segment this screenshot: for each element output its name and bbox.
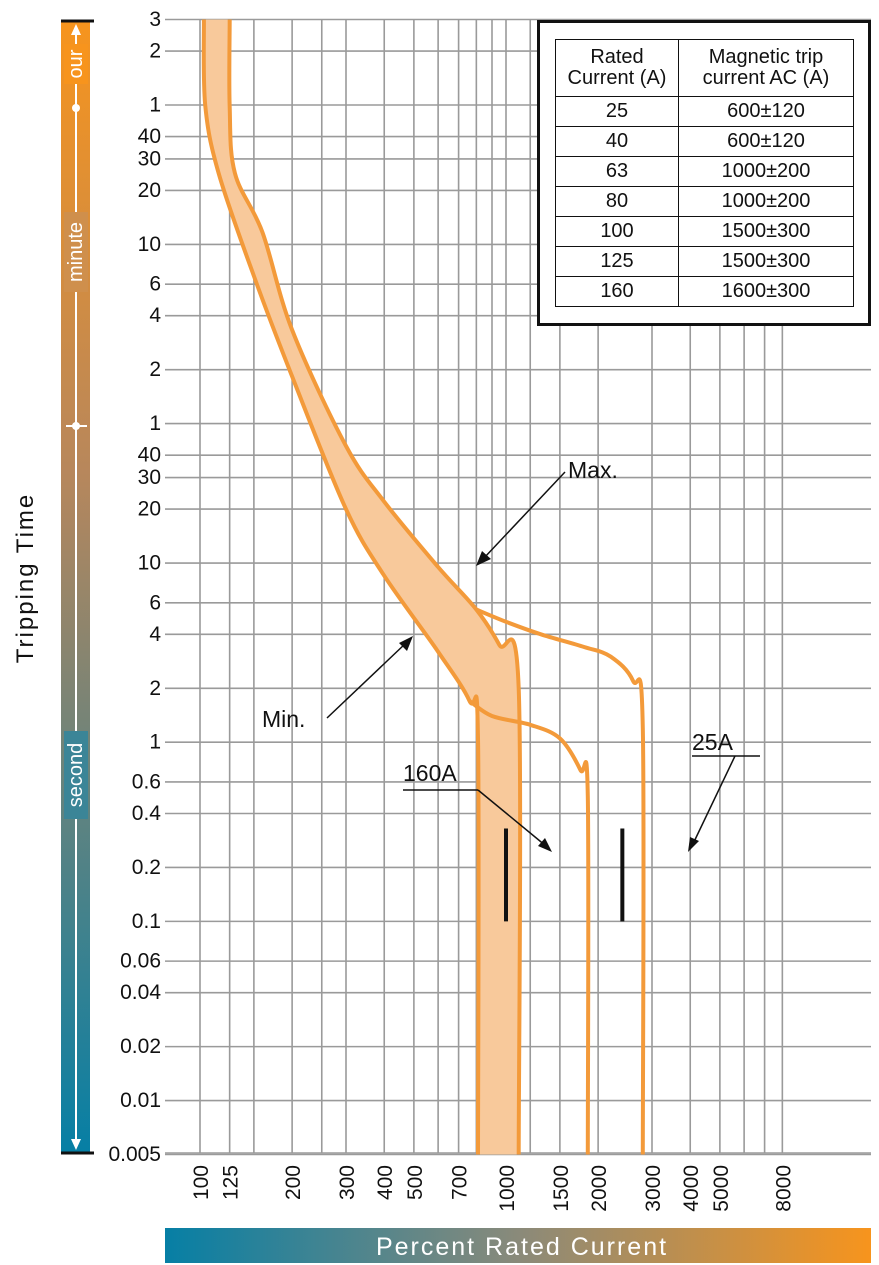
y-tick-label: 40 bbox=[138, 125, 161, 148]
y-tick-label: 0.06 bbox=[120, 950, 161, 973]
y-tick-label: 6 bbox=[149, 273, 161, 296]
x-tick-label: 400 bbox=[374, 1165, 397, 1200]
gridlines bbox=[165, 18, 871, 1156]
table-row: 125 1500±300 bbox=[555, 246, 854, 277]
y-axis-title: Tripping Time bbox=[12, 493, 39, 664]
y-tick-label: 4 bbox=[149, 304, 161, 327]
y-tick-label: 2 bbox=[149, 677, 161, 700]
x-tick-label: 500 bbox=[404, 1165, 427, 1200]
y-tick-label: 20 bbox=[138, 498, 161, 521]
band-label-hour: our bbox=[65, 49, 87, 78]
x-tick-label: 4000 bbox=[680, 1165, 703, 1212]
table-row: 100 1500±300 bbox=[555, 216, 854, 247]
annotation-min: Min. bbox=[262, 636, 413, 732]
y-tick-label: 0.6 bbox=[132, 770, 161, 793]
x-axis-bar bbox=[165, 1228, 871, 1263]
annotation-max-label: Max. bbox=[568, 457, 618, 483]
y-tick-label: 1 bbox=[149, 731, 161, 754]
x-tick-label: 300 bbox=[336, 1165, 359, 1200]
hour-dot-icon bbox=[72, 104, 80, 112]
y-tick-label: 0.005 bbox=[108, 1143, 161, 1166]
curve-max25 bbox=[475, 607, 646, 1155]
y-tick-label: 20 bbox=[138, 179, 161, 202]
minute-dot-icon bbox=[72, 422, 80, 430]
x-tick-label: 1500 bbox=[550, 1165, 573, 1212]
curves bbox=[201, 19, 646, 1155]
y-tick-label: 10 bbox=[138, 233, 161, 256]
x-tick-labels: 100 125 200 300 400 500 700 1000 1500 2000 3000 400… bbox=[190, 1165, 795, 1212]
table-header-rated: Rated Current (A) bbox=[555, 39, 679, 97]
arrow-icon bbox=[476, 551, 491, 566]
annotation-min-label: Min. bbox=[262, 706, 305, 732]
y-tick-label: 0.02 bbox=[120, 1035, 161, 1058]
band-label-minute: minute bbox=[65, 222, 87, 282]
y-tick-label: 4 bbox=[149, 623, 161, 646]
y-tick-label: 6 bbox=[149, 591, 161, 614]
x-tick-label: 200 bbox=[282, 1165, 305, 1200]
table-row: 40 600±120 bbox=[555, 126, 854, 157]
trip-markers bbox=[504, 828, 625, 922]
y-tick-label: 1 bbox=[149, 93, 161, 116]
y-tick-label: 0.01 bbox=[120, 1089, 161, 1112]
annotation-160a-label: 160A bbox=[403, 760, 457, 786]
y-tick-label: 0.2 bbox=[132, 856, 161, 879]
y-tick-label: 40 bbox=[138, 444, 161, 467]
y-tick-label: 3 bbox=[149, 8, 161, 31]
trip-table-grid: Rated Current (A) Magnetic trip current … bbox=[555, 39, 854, 307]
y-tick-label: 2 bbox=[149, 40, 161, 63]
curve-min160 bbox=[201, 19, 481, 1155]
x-tick-label: 100 bbox=[190, 1165, 213, 1200]
time-scale-bar: our minute second bbox=[61, 19, 94, 1155]
annotation-25a-label: 25A bbox=[692, 729, 734, 755]
x-tick-label: 8000 bbox=[772, 1165, 795, 1212]
curve-max160 bbox=[227, 19, 523, 1155]
y-tick-label: 10 bbox=[138, 552, 161, 575]
x-tick-label: 5000 bbox=[710, 1165, 733, 1212]
arrow-down-icon bbox=[71, 1139, 81, 1150]
table-row: 63 1000±200 bbox=[555, 156, 854, 187]
y-tick-label: 30 bbox=[138, 147, 161, 170]
annotation-160a: 160A bbox=[403, 760, 552, 852]
x-tick-label: 125 bbox=[220, 1165, 243, 1200]
y-tick-label: 2 bbox=[149, 358, 161, 381]
table-header-magnetic: Magnetic trip current AC (A) bbox=[678, 39, 854, 97]
x-tick-label: 700 bbox=[449, 1165, 472, 1200]
trip-current-table: Rated Current (A) Magnetic trip current … bbox=[537, 20, 871, 326]
y-tick-label: 0.4 bbox=[132, 802, 162, 825]
arrow-up-icon bbox=[71, 24, 81, 35]
annotation-25a: 25A bbox=[688, 729, 760, 852]
x-tick-label: 1000 bbox=[496, 1165, 519, 1212]
annotation-max: Max. bbox=[476, 457, 618, 566]
y-tick-label: 1 bbox=[149, 412, 161, 435]
table-row: 160 1600±300 bbox=[555, 276, 854, 307]
x-axis-title: Percent Rated Current bbox=[376, 1233, 668, 1261]
curve-min25 bbox=[468, 699, 591, 1155]
y-tick-labels: 3214030201064214030201064210.60.40.20.10… bbox=[108, 8, 161, 1166]
x-tick-label: 2000 bbox=[588, 1165, 611, 1212]
arrow-icon bbox=[399, 636, 413, 651]
y-tick-label: 0.04 bbox=[120, 981, 161, 1004]
y-tick-label: 30 bbox=[138, 466, 161, 489]
table-row: 25 600±120 bbox=[555, 96, 854, 127]
band-label-second: second bbox=[65, 743, 87, 808]
arrow-icon bbox=[688, 837, 699, 852]
arrow-icon bbox=[538, 838, 552, 852]
y-tick-label: 0.1 bbox=[132, 910, 161, 933]
x-tick-label: 3000 bbox=[642, 1165, 665, 1212]
table-row: 80 1000±200 bbox=[555, 186, 854, 217]
